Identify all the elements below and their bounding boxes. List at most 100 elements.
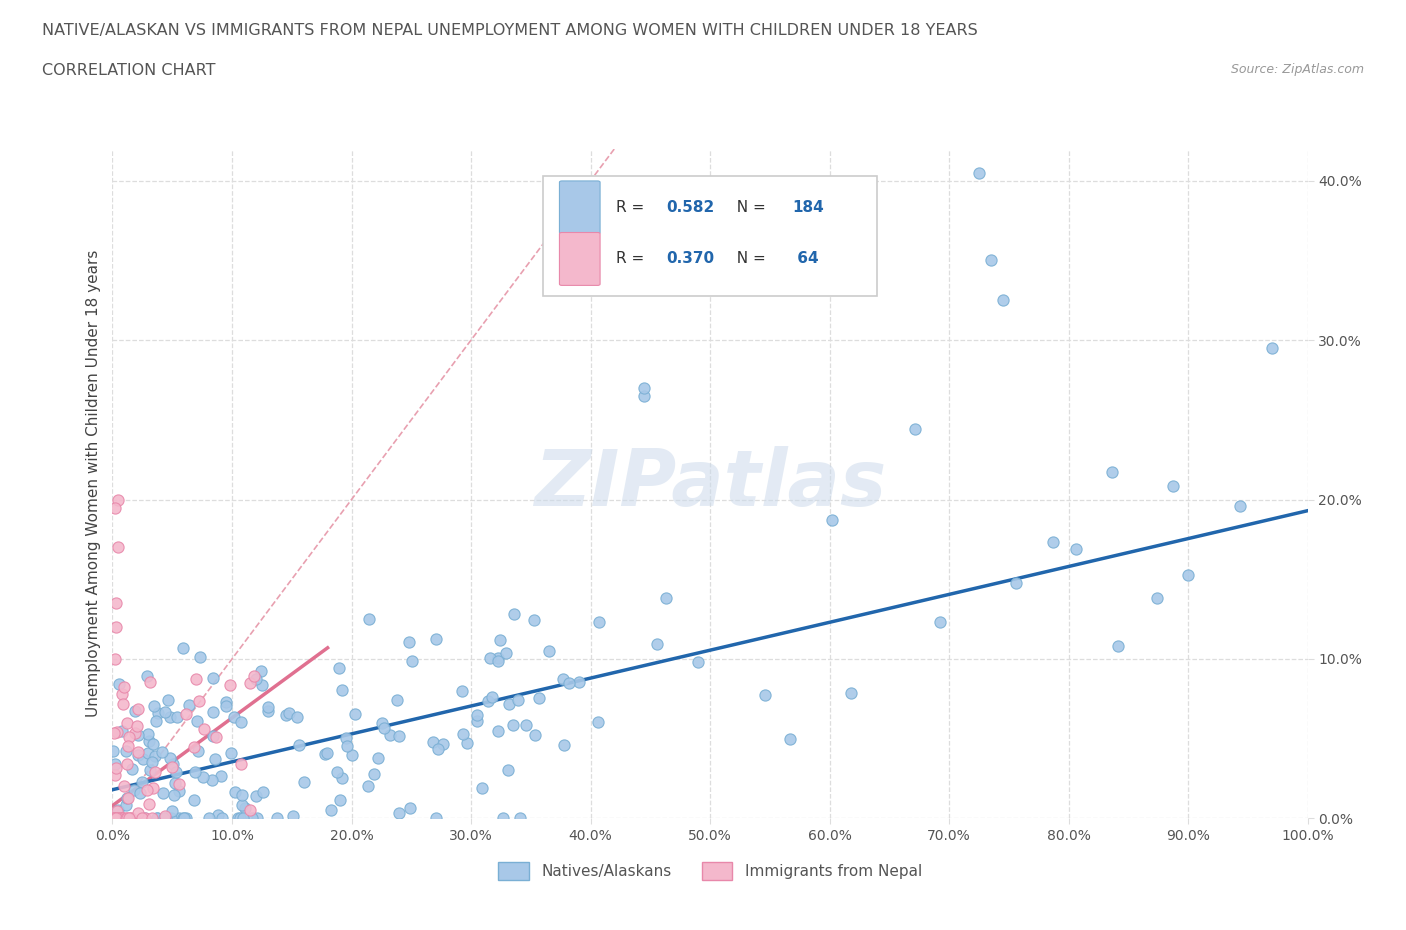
Point: [467, 708, 489, 723]
Point: [167, 811, 190, 826]
Point: [186, 713, 208, 728]
Point: [538, 644, 561, 658]
Point: [136, 782, 159, 797]
Point: [342, 748, 364, 763]
Point: [117, 730, 139, 745]
Point: [111, 811, 134, 826]
Point: [163, 776, 186, 790]
Point: [215, 699, 238, 714]
Point: [142, 737, 165, 751]
Point: [104, 500, 127, 515]
Point: [117, 790, 139, 805]
Point: [378, 728, 401, 743]
Point: [143, 698, 166, 713]
Point: [127, 727, 149, 742]
Point: [387, 693, 409, 708]
Point: [529, 690, 551, 705]
Point: [138, 797, 160, 812]
Point: [553, 737, 575, 752]
Point: [839, 685, 862, 700]
Point: [492, 811, 515, 826]
Point: [211, 811, 233, 826]
Point: [108, 811, 131, 826]
Point: [104, 757, 127, 772]
Point: [502, 607, 524, 622]
Point: [329, 792, 352, 807]
Point: [172, 811, 194, 826]
Text: 64: 64: [793, 251, 820, 267]
Point: [229, 811, 252, 826]
Point: [367, 751, 389, 765]
Point: [183, 764, 205, 779]
Point: [176, 707, 198, 722]
Point: [904, 421, 927, 436]
Point: [167, 784, 190, 799]
Point: [183, 792, 205, 807]
Point: [176, 811, 198, 826]
Point: [150, 744, 173, 759]
Point: [245, 789, 267, 804]
Point: [115, 744, 138, 759]
Point: [277, 705, 299, 720]
Point: [246, 811, 269, 826]
Point: [1161, 478, 1184, 493]
Point: [363, 766, 385, 781]
Point: [515, 717, 537, 732]
Point: [655, 591, 678, 605]
Point: [427, 742, 450, 757]
Point: [136, 745, 159, 760]
Point: [104, 811, 127, 826]
Point: [467, 713, 489, 728]
Point: [928, 615, 950, 630]
Point: [232, 811, 254, 826]
Point: [1177, 568, 1199, 583]
Y-axis label: Unemployment Among Women with Children Under 18 years: Unemployment Among Women with Children U…: [86, 250, 101, 717]
Point: [202, 728, 225, 743]
Point: [1229, 499, 1251, 514]
Point: [107, 540, 129, 555]
Point: [294, 775, 316, 790]
Point: [326, 764, 349, 779]
Point: [112, 697, 135, 711]
Point: [201, 704, 224, 719]
Point: [388, 806, 411, 821]
Point: [107, 804, 129, 818]
Text: 0.370: 0.370: [666, 251, 714, 267]
Point: [160, 804, 183, 818]
Point: [156, 692, 179, 707]
Point: [239, 676, 262, 691]
Point: [276, 708, 298, 723]
Text: CORRELATION CHART: CORRELATION CHART: [42, 63, 215, 78]
Point: [343, 707, 366, 722]
Point: [120, 811, 142, 826]
Point: [1146, 591, 1168, 605]
Point: [1107, 638, 1129, 653]
Point: [229, 757, 252, 772]
Point: [145, 811, 167, 826]
Point: [401, 653, 423, 668]
Point: [132, 751, 155, 766]
Point: [169, 777, 191, 791]
Point: [117, 738, 139, 753]
Point: [486, 654, 509, 669]
Point: [141, 754, 163, 769]
Point: [330, 683, 353, 698]
Point: [111, 811, 134, 826]
Point: [108, 677, 131, 692]
Point: [257, 704, 280, 719]
Point: [101, 744, 124, 759]
Point: [152, 786, 174, 801]
Point: [1101, 465, 1123, 480]
Point: [172, 641, 194, 656]
Point: [107, 811, 129, 826]
Point: [127, 806, 149, 821]
Point: [219, 746, 242, 761]
Point: [481, 690, 503, 705]
Point: [250, 663, 273, 678]
Point: [111, 811, 134, 826]
Point: [124, 725, 146, 740]
Point: [111, 686, 134, 701]
Point: [193, 769, 215, 784]
Point: [335, 731, 357, 746]
Point: [209, 768, 232, 783]
